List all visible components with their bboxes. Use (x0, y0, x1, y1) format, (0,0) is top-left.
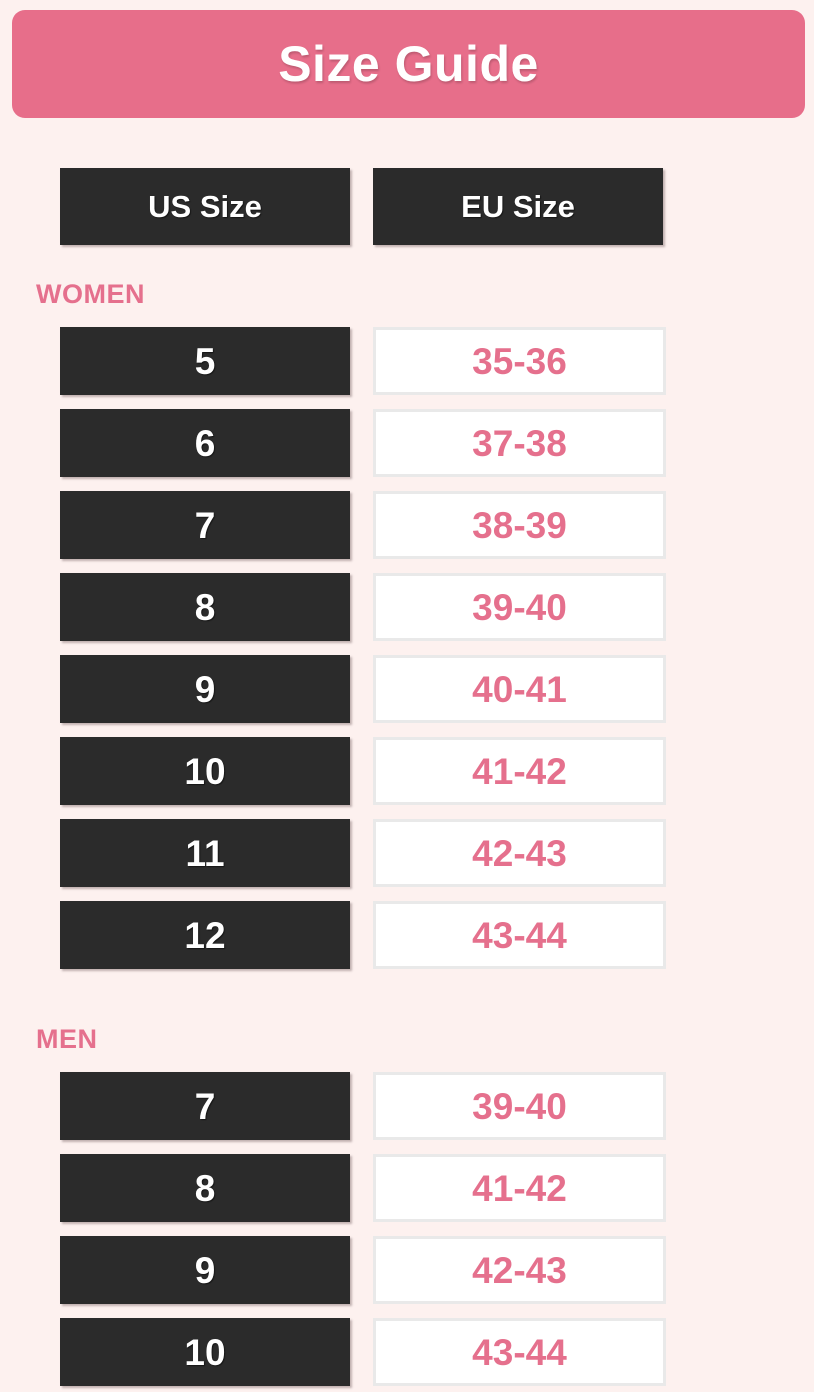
eu-size-cell: 41-42 (373, 737, 666, 805)
size-table: US Size EU Size WOMEN 5 35-36 6 37-38 7 38-39 8… (36, 168, 668, 1386)
eu-size-cell: 35-36 (373, 327, 666, 395)
eu-size-cell: 38-39 (373, 491, 666, 559)
table-row: 10 41-42 (60, 737, 668, 805)
us-size-cell: 5 (60, 327, 350, 395)
size-section-men: MEN 7 39-40 8 41-42 9 42-43 10 43-44 (36, 1026, 668, 1386)
table-row: 10 43-44 (60, 1318, 668, 1386)
us-size-cell: 8 (60, 1154, 350, 1222)
us-size-cell: 9 (60, 1236, 350, 1304)
us-size-cell: 10 (60, 1318, 350, 1386)
eu-size-cell: 37-38 (373, 409, 666, 477)
table-row: 9 42-43 (60, 1236, 668, 1304)
size-guide-banner: Size Guide (12, 10, 805, 118)
eu-size-cell: 39-40 (373, 1072, 666, 1140)
eu-size-cell: 43-44 (373, 901, 666, 969)
table-header-row: US Size EU Size (60, 168, 668, 245)
table-row: 11 42-43 (60, 819, 668, 887)
page-title: Size Guide (278, 36, 539, 92)
us-size-cell: 9 (60, 655, 350, 723)
column-header-us-size: US Size (60, 168, 350, 245)
us-size-cell: 7 (60, 491, 350, 559)
table-row: 6 37-38 (60, 409, 668, 477)
table-row: 7 38-39 (60, 491, 668, 559)
eu-size-cell: 41-42 (373, 1154, 666, 1222)
eu-size-cell: 43-44 (373, 1318, 666, 1386)
eu-size-cell: 40-41 (373, 655, 666, 723)
table-row: 5 35-36 (60, 327, 668, 395)
column-header-eu-size: EU Size (373, 168, 663, 245)
us-size-cell: 7 (60, 1072, 350, 1140)
size-section-women: WOMEN 5 35-36 6 37-38 7 38-39 8 39-40 9 40-41 10 41-… (36, 281, 668, 969)
eu-size-cell: 42-43 (373, 819, 666, 887)
us-size-cell: 11 (60, 819, 350, 887)
table-row: 7 39-40 (60, 1072, 668, 1140)
us-size-cell: 6 (60, 409, 350, 477)
table-row: 8 39-40 (60, 573, 668, 641)
table-row: 12 43-44 (60, 901, 668, 969)
us-size-cell: 8 (60, 573, 350, 641)
section-label-women: WOMEN (36, 279, 145, 309)
table-sections: WOMEN 5 35-36 6 37-38 7 38-39 8 39-40 9 40-41 10 41-… (36, 281, 668, 1386)
us-size-cell: 12 (60, 901, 350, 969)
eu-size-cell: 39-40 (373, 573, 666, 641)
table-row: 8 41-42 (60, 1154, 668, 1222)
section-label-men: MEN (36, 1024, 98, 1054)
us-size-cell: 10 (60, 737, 350, 805)
eu-size-cell: 42-43 (373, 1236, 666, 1304)
table-row: 9 40-41 (60, 655, 668, 723)
